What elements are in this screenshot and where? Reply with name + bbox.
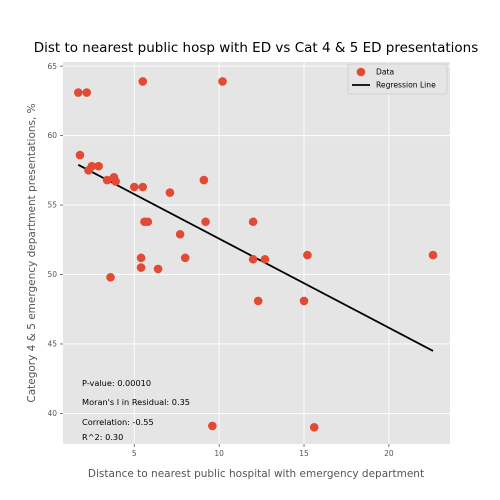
x-tick-label-0: 5 <box>132 449 137 458</box>
plot-area <box>63 62 450 444</box>
y-tick-label-3: 55 <box>47 201 57 210</box>
data-point-28 <box>428 250 438 260</box>
data-point-20 <box>136 253 146 263</box>
data-point-12 <box>138 182 148 192</box>
data-point-19 <box>175 229 185 239</box>
axis-ticks: 5 10 15 20 40 45 50 55 60 65 <box>47 62 393 458</box>
legend-marker-data <box>356 67 366 77</box>
data-point-32 <box>309 423 319 432</box>
annotations: P-value: 0.00010 Moran's I in Residual: 0… <box>82 378 190 442</box>
data-point-7 <box>94 161 103 171</box>
legend-label-data: Data <box>376 68 394 77</box>
legend-label-regression: Regression Line <box>376 81 436 90</box>
x-axis-label: Distance to nearest public hospital with… <box>88 468 424 480</box>
data-point-6 <box>87 161 97 171</box>
data-points <box>73 77 438 432</box>
annotation-3: R^2: 0.30 <box>82 432 123 442</box>
data-point-26 <box>106 273 115 282</box>
x-tick-label-3: 20 <box>384 449 394 458</box>
data-point-4 <box>75 150 85 160</box>
annotation-1: Moran's I in Residual: 0.35 <box>82 397 190 407</box>
data-point-23 <box>260 254 270 264</box>
data-point-22 <box>248 254 258 264</box>
data-point-3 <box>218 77 227 86</box>
y-axis-label: Category 4 & 5 emergency department pres… <box>26 103 38 402</box>
data-point-10 <box>111 177 120 186</box>
y-tick-label-4: 60 <box>47 131 57 140</box>
y-tick-label-5: 65 <box>47 62 57 71</box>
annotation-2: Correlation: -0.55 <box>82 417 154 427</box>
data-point-0 <box>73 88 83 97</box>
data-point-1 <box>82 88 92 97</box>
data-point-16 <box>143 217 153 227</box>
annotation-0: P-value: 0.00010 <box>82 378 151 388</box>
data-point-14 <box>199 175 209 185</box>
legend-box <box>347 63 448 95</box>
data-point-25 <box>153 264 163 274</box>
y-tick-label-0: 40 <box>47 409 57 418</box>
data-point-11 <box>129 182 139 192</box>
data-point-24 <box>136 263 146 272</box>
data-point-8 <box>102 175 112 185</box>
data-point-30 <box>299 296 309 306</box>
y-tick-label-2: 50 <box>47 270 57 279</box>
data-point-18 <box>248 217 258 227</box>
data-point-27 <box>303 250 312 260</box>
y-tick-label-1: 45 <box>47 340 57 349</box>
data-point-21 <box>180 253 190 263</box>
data-point-17 <box>201 217 210 227</box>
data-point-13 <box>165 188 175 197</box>
x-tick-label-1: 10 <box>214 449 224 458</box>
chart-title: Dist to nearest public hosp with ED vs C… <box>34 40 479 56</box>
data-point-2 <box>138 77 148 86</box>
x-tick-label-2: 15 <box>299 449 309 458</box>
data-point-29 <box>253 296 263 306</box>
data-point-31 <box>208 421 217 431</box>
legend: Data Regression Line <box>347 63 448 95</box>
